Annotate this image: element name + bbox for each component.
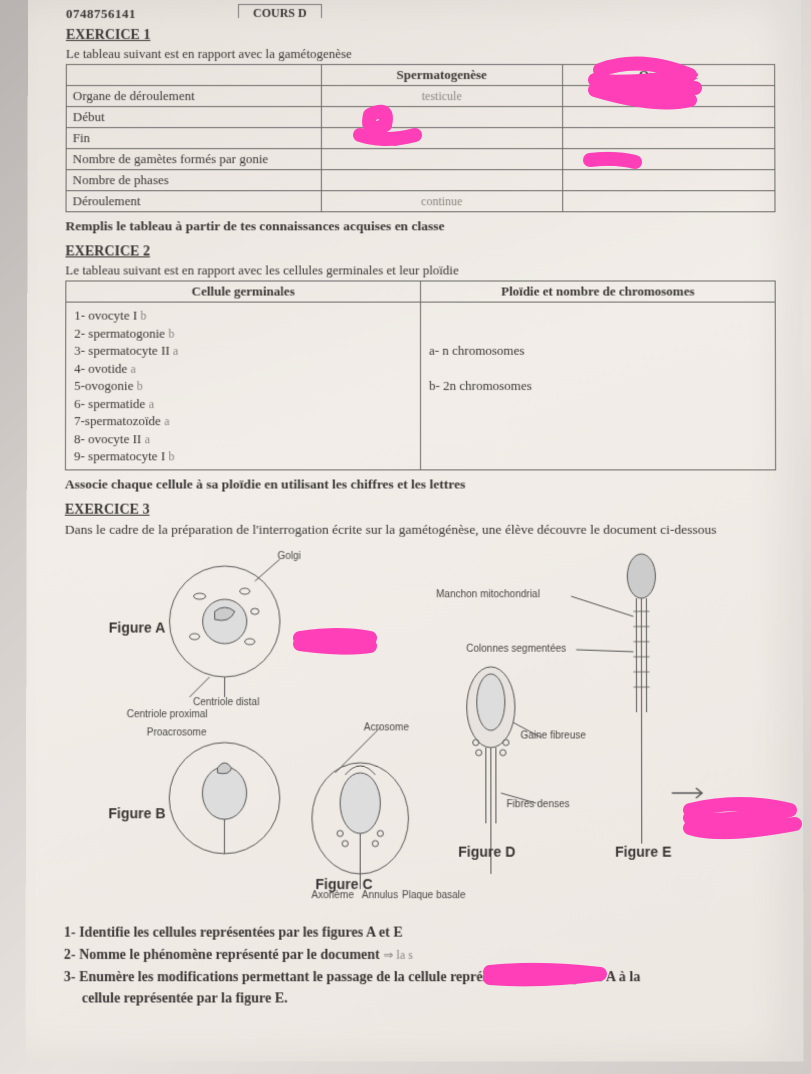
table-row: 1- ovocyte I b 2- spermatogonie b 3- spe… xyxy=(65,302,775,470)
lbl-plaque: Plaque basale xyxy=(402,890,466,901)
ex1-sub: Le tableau suivant est en rapport avec l… xyxy=(66,46,775,62)
diagram: Golgi Manchon mitochondrial Colonnes seg… xyxy=(64,541,777,915)
questions: 1- Identifie les cellules représentées p… xyxy=(64,923,778,1011)
figC-label: Figure C xyxy=(315,876,372,892)
colB: Ploïdie et nombre de chromosomes xyxy=(421,281,776,302)
ex1-title: EXERCICE 1 xyxy=(66,28,775,44)
figD-label: Figure D xyxy=(458,844,515,860)
header-box-cut: COURS D xyxy=(238,4,322,18)
ex1-instr: Remplis le tableau à partir de tes conna… xyxy=(65,218,775,234)
ploidy-list: a- n chromosomes b- 2n chromosomes xyxy=(421,302,776,470)
figA-label: Figure A xyxy=(109,620,166,636)
table-row: Déroulementcontinue xyxy=(66,191,775,212)
q1: 1- Identifie les cellules représentées p… xyxy=(64,923,777,945)
table-row: Nombre de gamètes formés par gonie xyxy=(66,149,775,170)
lbl-fibres: Fibres denses xyxy=(506,799,569,810)
lbl-colonnes: Colonnes segmentées xyxy=(466,644,566,655)
colA: Cellule germinales xyxy=(66,281,421,302)
lbl-centr-dist: Centriole distal xyxy=(193,697,259,708)
table-row: Spermatogenèse Ovogenèse xyxy=(66,65,774,86)
table-row: Fin xyxy=(66,128,775,149)
q3b: cellule représentée par la figure E. xyxy=(64,989,778,1011)
lbl-centr-prox: Centriole proximal xyxy=(127,709,208,720)
lbl-manchon: Manchon mitochondrial xyxy=(436,589,540,600)
lbl-gaine: Gaine fibreuse xyxy=(521,731,586,742)
ex3-title: EXERCICE 3 xyxy=(65,503,776,519)
cell-list: 1- ovocyte I b 2- spermatogonie b 3- spe… xyxy=(65,302,420,470)
ex1-table: Spermatogenèse Ovogenèse Organe de dérou… xyxy=(66,64,776,212)
ex2-title: EXERCICE 2 xyxy=(65,244,775,260)
table-row: Nombre de phases xyxy=(66,170,775,191)
phone-number: 0748756141 xyxy=(66,6,775,22)
lbl-acrosome: Acrosome xyxy=(364,723,409,734)
ex2-sub: Le tableau suivant est en rapport avec l… xyxy=(65,262,775,278)
q3a: 3- Enumère les modifications permettant … xyxy=(64,967,778,989)
ex2-instr: Associe chaque cellule à sa ploïdie en u… xyxy=(65,476,776,492)
col-spermato: Spermatogenèse xyxy=(321,65,562,86)
col-ovo: Ovogenèse xyxy=(562,65,775,86)
lbl-golgi: Golgi xyxy=(277,551,300,562)
worksheet-page: 0748756141 COURS D EXERCICE 1 Le tableau… xyxy=(25,0,803,1061)
figE-label: Figure E xyxy=(615,844,671,860)
figB-label: Figure B xyxy=(108,805,165,821)
ex2-table: Cellule germinales Ploïdie et nombre de … xyxy=(65,280,776,470)
table-row: Début xyxy=(66,107,775,128)
q2: 2- Nomme le phénomène représenté par le … xyxy=(64,945,777,967)
table-row: Organe de déroulementtesticule xyxy=(66,86,774,107)
ex3-body: Dans le cadre de la préparation de l'int… xyxy=(65,521,777,539)
lbl-proacro: Proacrosome xyxy=(147,728,207,739)
table-row: Cellule germinales Ploïdie et nombre de … xyxy=(66,281,775,302)
